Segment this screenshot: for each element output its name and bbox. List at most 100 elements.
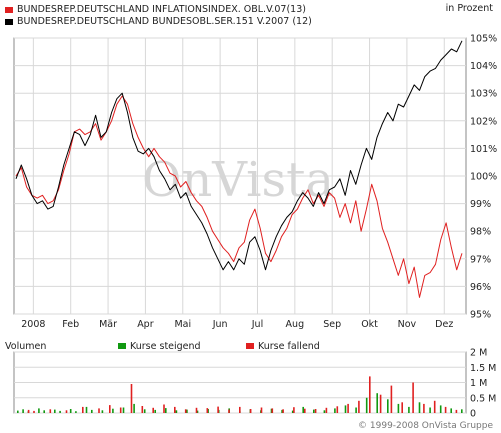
volume-bar-rising bbox=[17, 410, 19, 413]
volume-y-tick-label: 2 M bbox=[470, 348, 487, 359]
volume-bar-falling bbox=[119, 407, 122, 413]
volume-bar-falling bbox=[228, 409, 230, 413]
volume-bar-falling bbox=[293, 407, 295, 413]
volume-bar-rising bbox=[27, 411, 30, 413]
volume-bar-falling bbox=[325, 407, 328, 413]
volume-bar-falling bbox=[109, 405, 111, 413]
volume-bar-falling bbox=[239, 406, 241, 413]
x-tick-label: 2008 bbox=[21, 319, 45, 330]
volume-bar-rising bbox=[69, 409, 72, 413]
volume-bar-rising bbox=[112, 408, 114, 413]
y-tick-label: 104% bbox=[470, 61, 497, 72]
series-lines bbox=[15, 40, 463, 298]
x-tick-label: Jul bbox=[251, 319, 263, 330]
x-tick-label: Okt bbox=[361, 319, 378, 330]
volume-bar-rising bbox=[186, 409, 188, 413]
volume-bar-rising bbox=[439, 405, 442, 413]
volume-bar-rising bbox=[461, 409, 463, 413]
x-tick-label: Mai bbox=[174, 319, 191, 330]
volume-bar-falling bbox=[390, 385, 393, 413]
falling-swatch bbox=[246, 343, 254, 349]
volume-bar-rising bbox=[344, 405, 347, 413]
volume-bar-rising bbox=[249, 409, 252, 413]
volume-bar-falling bbox=[401, 402, 403, 413]
volume-bar-falling bbox=[217, 406, 219, 413]
volume-bar-falling bbox=[314, 409, 317, 413]
volume-bar-falling bbox=[141, 406, 144, 413]
volume-bar-rising bbox=[302, 406, 304, 413]
price-chart[interactable]: OnVista 95% 96% 97% 98% 99% 100% 101% 102% 103% 1… bbox=[0, 0, 501, 340]
volume-title: Volumen bbox=[5, 340, 47, 352]
volume-bar-rising bbox=[175, 410, 178, 413]
volume-bar-falling bbox=[455, 409, 458, 413]
volume-bar-falling bbox=[433, 400, 436, 413]
legend-swatch-black bbox=[5, 18, 13, 25]
volume-legend-rising: Kurse steigend bbox=[118, 340, 201, 352]
volume-bar-rising bbox=[408, 406, 410, 413]
falling-label: Kurse fallend bbox=[258, 340, 320, 352]
y-tick-label: 97% bbox=[470, 254, 491, 265]
volume-bar-falling bbox=[163, 404, 165, 413]
volume-bar-falling bbox=[65, 410, 68, 413]
volume-legend-falling: Kurse fallend bbox=[246, 340, 320, 352]
volume-bar-rising bbox=[101, 410, 104, 413]
volume-bar-falling bbox=[130, 384, 133, 413]
volume-bar-rising bbox=[239, 410, 241, 413]
volume-plot-area bbox=[13, 351, 467, 414]
copyright-text: © 1999-2008 OnVista Gruppe bbox=[358, 421, 493, 431]
y-tick-label: 99% bbox=[470, 199, 491, 210]
x-tick-label: Aug bbox=[286, 319, 305, 330]
legend-swatch-red bbox=[5, 6, 13, 13]
legend-label-inflation: BUNDESREP.DEUTSCHLAND INFLATIONSINDEX. O… bbox=[17, 4, 306, 15]
volume-y-tick-label: 1 M bbox=[470, 378, 487, 389]
volume-bar-rising bbox=[196, 410, 199, 413]
volume-bar-falling bbox=[33, 410, 35, 413]
volume-bar-falling bbox=[184, 409, 187, 413]
volume-bar-rising bbox=[91, 409, 93, 413]
volume-y-tick-label: 0.5 M bbox=[470, 393, 496, 404]
volume-bar-rising bbox=[334, 408, 336, 413]
series-line-inflation bbox=[15, 95, 463, 298]
volume-bar-rising bbox=[281, 409, 283, 413]
volume-bar-rising bbox=[54, 409, 56, 413]
unit-label: in Prozent bbox=[445, 3, 493, 14]
volume-bar-falling bbox=[369, 376, 371, 413]
x-axis-ticks: 2008 Feb Mär Apr Mai Jun Jul Aug Sep Okt Nov Dez bbox=[21, 319, 453, 330]
volume-y-ticks: 0 0.5 M 1 M 1.5 M 2 M bbox=[470, 348, 496, 420]
volume-bar-falling bbox=[174, 406, 176, 413]
y-tick-label: 103% bbox=[470, 89, 497, 100]
volume-bar-falling bbox=[260, 407, 263, 413]
y-tick-label: 96% bbox=[470, 282, 491, 293]
volume-bar-rising bbox=[228, 408, 230, 413]
volume-bar-rising bbox=[260, 410, 262, 413]
volume-bars bbox=[17, 376, 463, 414]
rising-label: Kurse steigend bbox=[130, 340, 201, 352]
volume-bar-rising bbox=[450, 408, 452, 413]
x-tick-label: Jun bbox=[212, 319, 228, 330]
volume-y-tick-label: 0 bbox=[470, 409, 476, 420]
volume-bar-rising bbox=[217, 409, 220, 413]
volume-bar-falling bbox=[98, 408, 100, 413]
volume-bar-rising bbox=[291, 410, 294, 413]
volume-bar-falling bbox=[152, 407, 154, 413]
volume-bar-rising bbox=[418, 402, 421, 413]
volume-bar-falling bbox=[358, 400, 360, 413]
y-tick-label: 102% bbox=[470, 116, 497, 127]
volume-bar-rising bbox=[22, 409, 24, 413]
y-tick-label: 101% bbox=[470, 144, 497, 155]
x-tick-label: Sep bbox=[323, 319, 341, 330]
x-tick-label: Dez bbox=[435, 319, 453, 330]
volume-bar-falling bbox=[49, 409, 52, 413]
volume-bar-falling bbox=[444, 406, 447, 413]
volume-bar-rising bbox=[429, 407, 431, 413]
legend-item-bundesobl[interactable]: BUNDESREP.DEUTSCHLAND BUNDESOBL.SER.151 … bbox=[5, 16, 312, 27]
volume-bar-rising bbox=[376, 393, 378, 413]
x-tick-label: Feb bbox=[62, 319, 79, 330]
volume-y-tick-label: 1.5 M bbox=[470, 363, 496, 374]
volume-bar-rising bbox=[38, 408, 40, 413]
legend-item-inflation[interactable]: BUNDESREP.DEUTSCHLAND INFLATIONSINDEX. O… bbox=[5, 4, 306, 15]
y-axis-ticks: 95% 96% 97% 98% 99% 100% 101% 102% 103% 104% 105% bbox=[470, 34, 497, 321]
x-tick-label: Nov bbox=[398, 319, 417, 330]
volume-bar-falling bbox=[206, 408, 209, 413]
volume-bar-falling bbox=[27, 409, 30, 413]
